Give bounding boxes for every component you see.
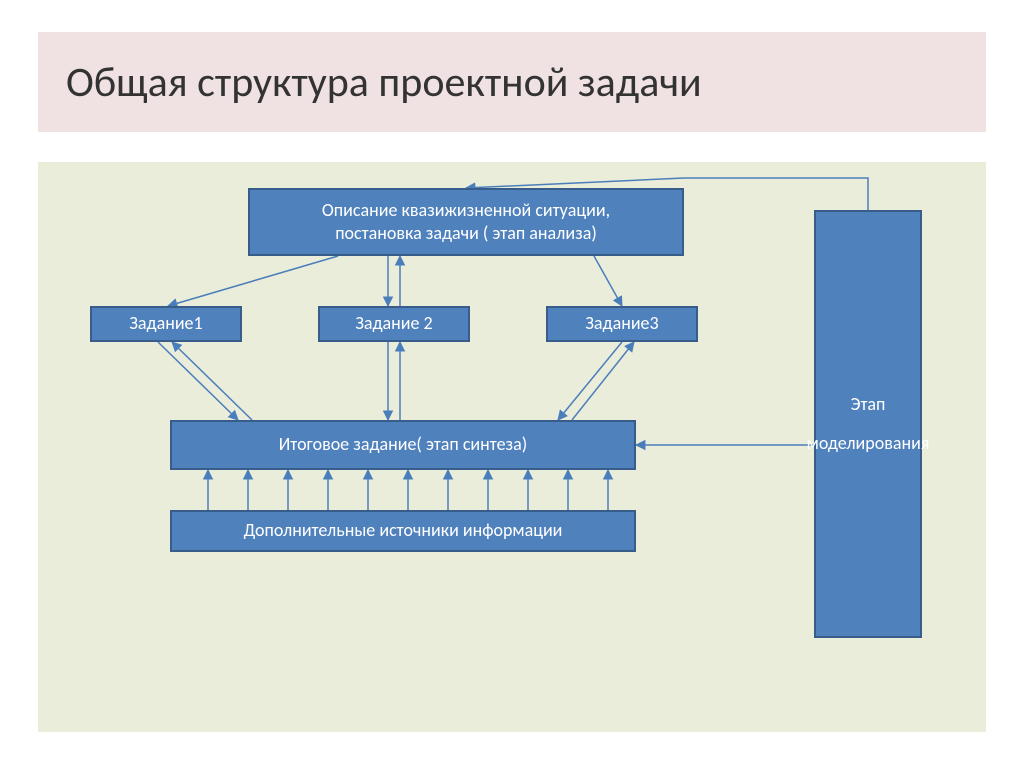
node-stage: Этап моделирования <box>814 210 922 638</box>
node-sources-label: Дополнительные источники информации <box>244 519 563 542</box>
node-task1: Задание1 <box>90 306 242 342</box>
node-final: Итоговое задание( этап синтеза) <box>170 420 636 470</box>
slide-title-bar: Общая структура проектной задачи <box>38 32 986 132</box>
node-sources: Дополнительные источники информации <box>170 510 636 552</box>
node-stage-line1: Этап <box>851 391 886 418</box>
node-task2-label: Задание 2 <box>355 312 432 335</box>
node-final-label: Итоговое задание( этап синтеза) <box>279 433 528 456</box>
node-top-line2: постановка задачи ( этап анализа) <box>322 222 610 245</box>
node-top: Описание квазижизненной ситуации, постан… <box>248 188 684 256</box>
node-task2: Задание 2 <box>318 306 470 342</box>
node-top-line1: Описание квазижизненной ситуации, <box>322 199 610 222</box>
node-task3-label: Задание3 <box>585 312 658 335</box>
node-task3: Задание3 <box>546 306 698 342</box>
node-task1-label: Задание1 <box>129 312 202 335</box>
node-stage-line2: моделирования <box>807 430 930 457</box>
slide-title: Общая структура проектной задачи <box>66 57 702 108</box>
diagram-area: Описание квазижизненной ситуации, постан… <box>38 162 986 732</box>
